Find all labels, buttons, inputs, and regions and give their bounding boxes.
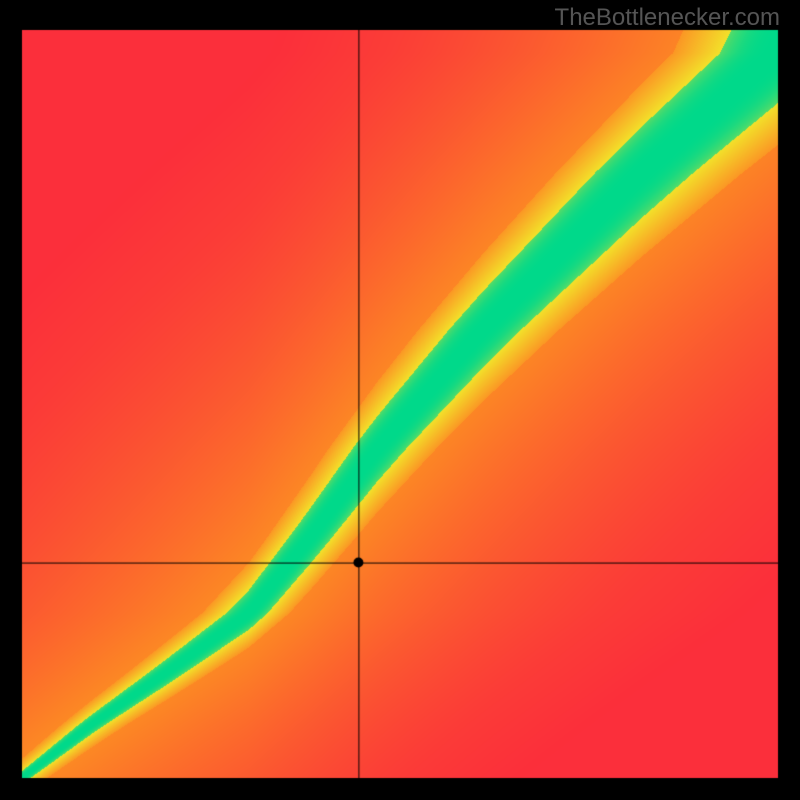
chart-container: TheBottlenecker.com (0, 0, 800, 800)
watermark-text: TheBottlenecker.com (555, 4, 780, 32)
bottleneck-heatmap (0, 0, 800, 800)
